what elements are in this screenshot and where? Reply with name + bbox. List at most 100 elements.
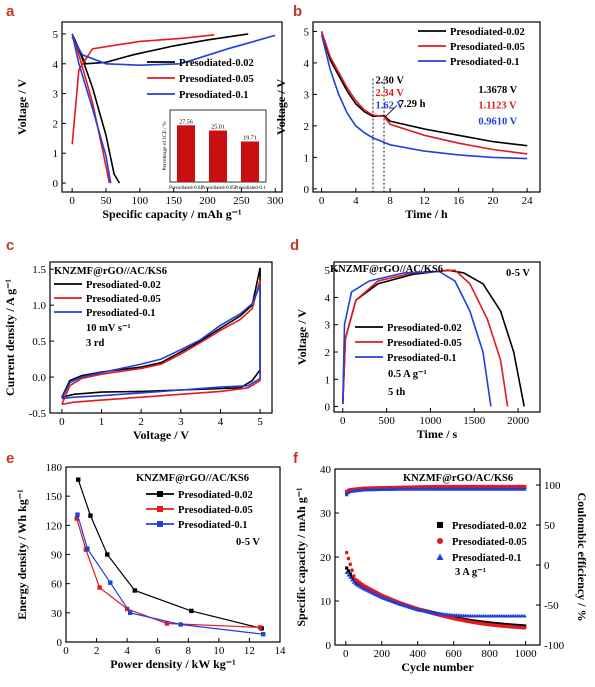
y-tick-label: 150 [46,491,63,503]
series-1-capacity-point [346,569,351,573]
series-2-capacity-point [522,625,527,630]
y-tick-label: 0 [326,640,332,652]
condition-scan-rate: 10 mV s⁻¹ [86,323,131,334]
annotation-end-black: 1.3678 V [478,85,517,96]
x-tick-label: 0 [340,415,346,427]
y-tick-label: 30 [51,608,63,620]
inset-bar-2 [209,130,227,182]
y-tick-label: 1 [304,152,310,164]
series-1-capacity-point [345,566,349,570]
series-2-point [257,625,263,630]
y-tick-label: 2 [304,121,310,133]
x-tick-label: 150 [165,195,182,207]
legend-text-3: Presodiated-0.1 [86,308,156,319]
series-2-capacity-point [348,562,353,567]
series-1-capacity-point [350,575,354,579]
panel-e: 0 2 4 6 8 10 12 14 0 30 60 90 120 150 180 Power density… [15,462,286,671]
plot-frame [333,261,541,413]
series-1-line [77,479,262,629]
legend-text-2: Presodiated-0.05 [178,505,253,516]
y-tick-label: 0 [304,184,310,196]
panel-letter-c: c [6,237,14,254]
inset-bar-3 [241,141,259,182]
y-tick-label: 5 [304,26,310,38]
legend-text-2: Presodiated-0.05 [452,537,527,548]
annotation-arrow [384,105,398,118]
x-axis-label: Cycle number [401,660,474,674]
y-tick-label: 1.0 [32,300,46,312]
x-tick-label: 50 [101,195,113,207]
x-tick-label: 1 [99,416,105,428]
annotation-v-black: 2.30 V [376,75,405,86]
series-3-discharge-line [71,33,112,184]
legend-text-1: Presodiated-0.02 [387,323,462,334]
x-tick-label: 12 [244,645,255,657]
y-right-axis-label: Coulombic efficiency / % [575,493,589,622]
legend-text-3: Presodiated-0.1 [452,553,522,564]
x-tick-label: 0 [59,416,65,428]
annotation-time: 7.29 h [399,99,426,110]
series-3-line [76,514,264,635]
y-tick-label: 1.5 [32,264,46,276]
inset-bar-1 [177,125,195,182]
series-1-point [88,513,93,518]
voltage-window: 0-5 V [506,268,530,279]
y-tick-label: 3 [304,89,310,101]
x-tick-label: 250 [233,195,250,207]
legend-text-1: Presodiated-0.02 [452,521,527,532]
y-tick-label: 0.0 [32,372,46,384]
x-tick-label: 800 [481,648,498,660]
y-tick-label: 180 [46,462,63,474]
x-tick-label: 6 [155,645,161,657]
series-3-loop [61,284,261,400]
series-1-point [189,608,194,614]
x-tick-label: 5 [257,416,263,428]
legend-text-2: Presodiated-0.05 [179,74,254,85]
y-tick-label: -0.5 [29,408,47,420]
series-3-capacity-point [348,575,353,579]
x-tick-label: 300 [267,195,284,207]
inset-bar-value-1: 27.56 [179,119,193,125]
legend-marker-2 [437,538,443,544]
annotation-end-blue: 0.9610 V [478,116,517,127]
annotation-v-blue: 1.62 V [376,101,405,112]
series-3-capacity-point [350,577,355,582]
legend-text-1: Presodiated-0.02 [450,27,525,38]
y-tick-label: 0 [57,637,63,649]
panel-title: KNZMF@rGO//AC/KS6 [54,266,167,277]
legend-text-1: Presodiated-0.02 [179,58,254,69]
inset-bar-value-3: 19.71 [243,135,257,141]
series-3-efficiency-point [344,492,349,497]
series-3-point [128,610,133,616]
inset-bar-chart: 27.56 Presodiated-0.02 25.01 Presodiated-0.… [161,109,267,191]
x-tick-label: 100 [132,195,149,207]
legend-marker-3 [157,521,163,527]
panel-letter-f: f [293,450,299,467]
y-axis-label: Voltage / V [295,309,309,365]
x-tick-label: 200 [374,648,391,660]
condition-cycle: 3 rd [86,338,105,349]
legend-marker-3 [436,553,444,560]
x-tick-label: 2 [94,645,100,657]
y-tick-label: 3 [325,320,331,332]
panel-d: 0 500 1000 1500 2000 0 1 2 3 4 5 Time / s Voltage / … [295,261,541,441]
panel-title: KNZMF@rGO//AC/KS6 [330,264,443,275]
y-tick-label: 5 [53,29,59,41]
x-tick-label: 24 [522,195,534,207]
y-tick-label: 0.5 [32,336,46,348]
panel-letter-a: a [6,3,15,20]
inset-category-2: Presodiated-0.05 [201,186,235,191]
y-tick-label: 0 [325,402,331,414]
series-2-loop [61,279,261,406]
x-axis-label: Time / s [417,427,458,441]
series-1-point [105,552,110,557]
legend-text-2: Presodiated-0.05 [86,294,161,305]
y-right-tick-label: 100 [544,480,561,492]
plot-frame [312,21,541,193]
annotation-v-red: 2.34 V [376,88,405,99]
legend-text-2: Presodiated-0.05 [387,338,462,349]
annotation-end-red: 1.1123 V [478,101,517,112]
y-axis-label: Current density / A g⁻¹ [3,279,17,396]
x-axis-label: Time / h [405,207,448,221]
